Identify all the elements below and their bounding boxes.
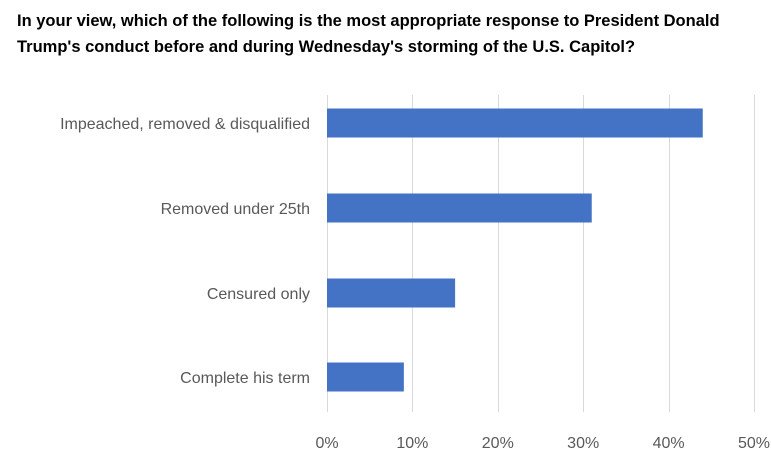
x-tick-label: 20% — [482, 435, 514, 452]
category-labels: Impeached, removed & disqualified Removed… — [60, 116, 310, 387]
x-tick-label: 10% — [396, 435, 428, 452]
category-label: Censured only — [207, 286, 310, 303]
x-tick-label: 30% — [567, 435, 599, 452]
bar — [327, 193, 592, 223]
category-label: Impeached, removed & disqualified — [60, 116, 310, 133]
x-tick-label: 50% — [738, 435, 770, 452]
x-tick-label: 40% — [653, 435, 685, 452]
grid-lines — [327, 95, 755, 412]
bar — [327, 108, 703, 138]
category-label: Complete his term — [180, 370, 310, 387]
bar — [327, 278, 456, 308]
bars — [327, 108, 703, 392]
chart-title: In your view, which of the following is … — [17, 12, 720, 56]
bar — [327, 362, 404, 392]
x-axis-tick-labels: 0% 10% 20% 30% 40% 50% — [315, 435, 770, 452]
category-label: Removed under 25th — [161, 201, 310, 218]
x-tick-label: 0% — [315, 435, 338, 452]
